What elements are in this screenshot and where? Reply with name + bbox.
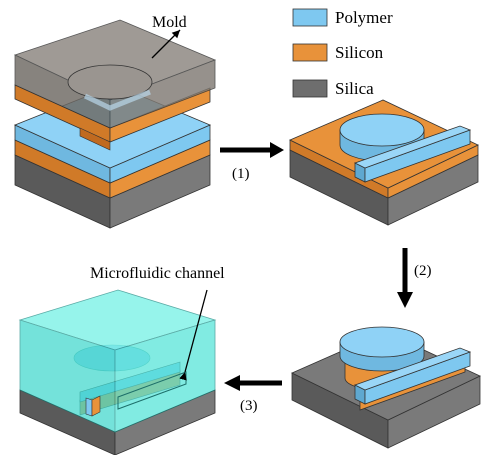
stage-1-mold-and-stack: Mold: [13, 14, 217, 229]
stage4-channel-opening: [85, 371, 187, 417]
step-1-arrow: (1): [220, 142, 284, 182]
step-1-label: (1): [232, 166, 250, 182]
legend-label-silica: Silica: [335, 79, 374, 98]
step-3-arrow: (3): [224, 375, 282, 414]
stage3-polymer-bar: [353, 347, 472, 405]
legend-label-silicon: Silicon: [335, 43, 384, 62]
microfluidic-channel-label: Microfluidic channel: [90, 265, 225, 282]
channel-pointer-arrow: [179, 289, 208, 381]
stage-3-etched-structure: [291, 326, 481, 449]
legend-swatch-silica: [292, 79, 328, 98]
step-2-label: (2): [414, 263, 432, 279]
stage1-mold-silicon-sheet: [14, 84, 211, 151]
legend-label-polymer: Polymer: [335, 8, 393, 27]
legend: Polymer Silicon Silica: [292, 8, 393, 98]
mold-pointer-arrow: [151, 29, 181, 59]
step-2-arrow: (2): [397, 248, 432, 308]
stage3-polymer-disc: [339, 326, 425, 372]
legend-swatch-silicon: [292, 43, 328, 62]
stage-4-bonded-device: Microfluidic channel: [18, 265, 225, 455]
stage2-polymer-bar: [353, 125, 472, 183]
legend-swatch-polymer: [292, 8, 328, 27]
stage1-mold-hole: [67, 64, 153, 100]
step-3-label: (3): [240, 398, 258, 414]
mold-label: Mold: [152, 14, 187, 31]
stage-2-patterned-polymer: [289, 99, 479, 226]
